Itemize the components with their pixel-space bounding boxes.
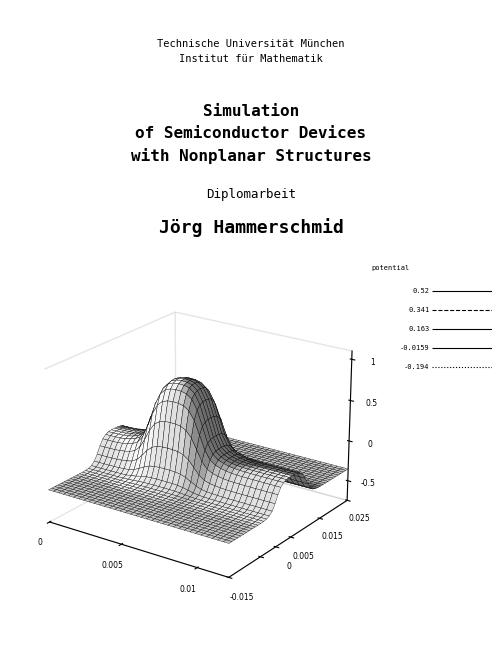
- Text: Technische Universität München: Technische Universität München: [157, 39, 344, 49]
- Text: Diplomarbeit: Diplomarbeit: [205, 188, 296, 201]
- Text: potential: potential: [371, 265, 409, 271]
- Text: Simulation: Simulation: [202, 104, 299, 119]
- Text: with Nonplanar Structures: with Nonplanar Structures: [130, 148, 371, 164]
- Text: -0.194: -0.194: [403, 364, 428, 370]
- Text: -0.0159: -0.0159: [399, 345, 428, 351]
- Text: 0.52: 0.52: [411, 288, 428, 295]
- Text: Jörg Hammerschmid: Jörg Hammerschmid: [158, 218, 343, 237]
- Text: 0.341: 0.341: [407, 308, 428, 313]
- Text: Institut für Mathematik: Institut für Mathematik: [179, 54, 322, 64]
- Text: 0.163: 0.163: [407, 326, 428, 332]
- Text: of Semiconductor Devices: of Semiconductor Devices: [135, 126, 366, 141]
